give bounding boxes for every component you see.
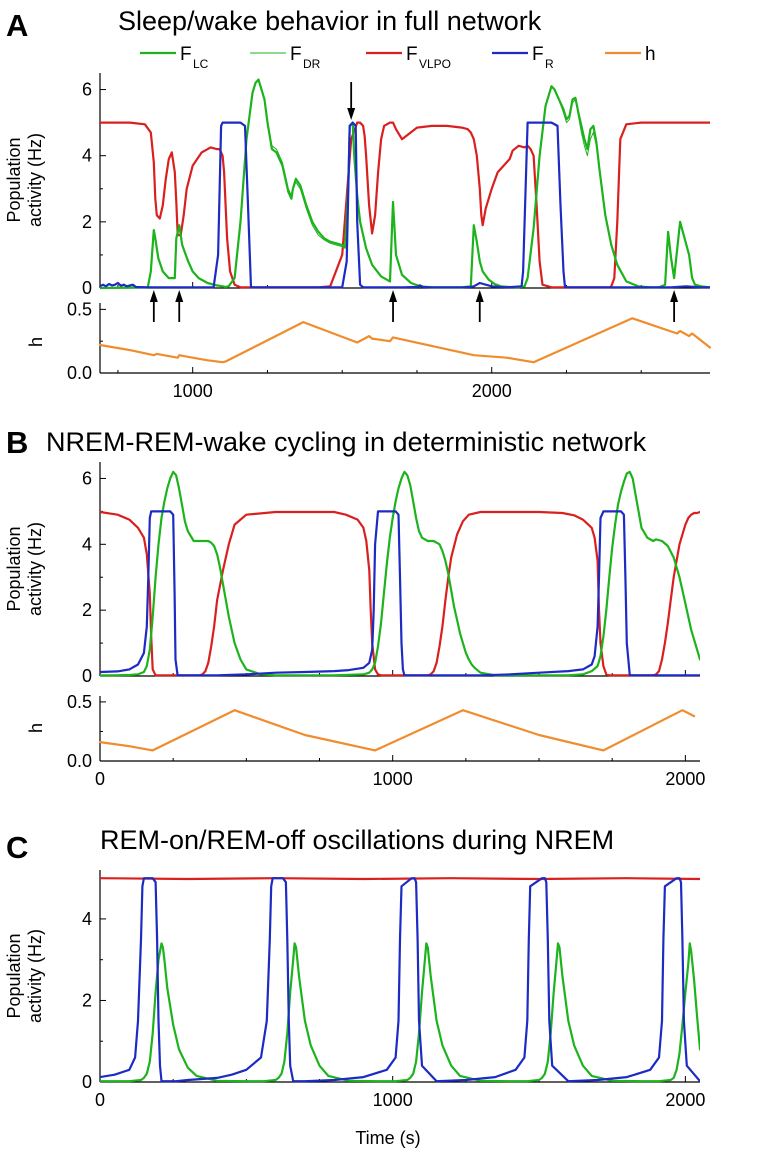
h-tick-label-b: 0.5 — [67, 692, 92, 712]
arrowhead-up — [670, 290, 679, 302]
series-f-r-c — [100, 877, 700, 1083]
panel-label-b: B — [6, 425, 28, 460]
h-tick-label-a: 0.0 — [67, 363, 92, 383]
y-tick-label-b: 6 — [82, 468, 92, 488]
panel-title-c: REM-on/REM-off oscillations during NREM — [100, 825, 614, 855]
y-tick-label-b: 4 — [82, 534, 92, 554]
y-tick-label-a: 0 — [82, 278, 92, 298]
legend-label-1: F — [290, 44, 302, 65]
legend-sublabel-2: VLPO — [419, 57, 451, 71]
arrowhead-up — [149, 290, 158, 302]
x-axis-label: Time (s) — [355, 1128, 420, 1148]
y-tick-label-a: 6 — [82, 80, 92, 100]
y-axis-label-line1: Population — [4, 526, 24, 611]
h-tick-label-a: 0.5 — [67, 299, 92, 319]
x-tick-label-b: 2000 — [665, 769, 705, 789]
x-tick-label-b: 1000 — [373, 769, 413, 789]
legend-sublabel-3: R — [545, 57, 554, 71]
x-tick-label-b: 0 — [95, 769, 105, 789]
y-axis-label-line1: Population — [4, 933, 24, 1018]
panel-label-c: C — [6, 830, 28, 865]
series-h-a — [98, 317, 712, 364]
series-f-dr-a — [100, 79, 710, 289]
y-tick-label-c: 2 — [82, 990, 92, 1010]
panel-title-b: NREM-REM-wake cycling in deterministic n… — [46, 427, 647, 457]
y-axis-label-c: Populationactivity (Hz) — [4, 929, 45, 1023]
y-axis-label-line1: Population — [4, 137, 24, 222]
legend-sublabel-0: LC — [193, 57, 209, 71]
y-axis-label-line2: activity (Hz) — [25, 133, 45, 227]
legend-label-4: h — [645, 44, 656, 65]
y-axis-label-a: Populationactivity (Hz) — [4, 133, 45, 227]
y-tick-label-a: 4 — [82, 146, 92, 166]
x-tick-label-c: 0 — [95, 1090, 105, 1110]
h-axis-label-a: h — [26, 337, 46, 347]
legend-label-2: F — [406, 44, 418, 65]
series-f-r-b — [100, 510, 700, 677]
y-tick-label-a: 2 — [82, 212, 92, 232]
series-f-vlpo-a — [100, 121, 710, 289]
x-tick-label-a: 1000 — [173, 381, 213, 401]
panel-title-a: Sleep/wake behavior in full network — [118, 6, 542, 36]
y-tick-label-b: 0 — [82, 666, 92, 686]
series-f-lc-b — [100, 470, 700, 677]
arrowhead-down — [347, 108, 356, 120]
y-tick-label-c: 0 — [82, 1072, 92, 1092]
series-f-r-a — [100, 121, 710, 289]
x-tick-label-c: 2000 — [665, 1090, 705, 1110]
h-tick-label-b: 0.0 — [67, 751, 92, 771]
legend-sublabel-1: DR — [303, 57, 321, 71]
y-axis-label-line2: activity (Hz) — [25, 522, 45, 616]
h-axis-label-b: h — [26, 723, 46, 733]
arrowhead-up — [475, 290, 484, 302]
y-tick-label-c: 4 — [82, 909, 92, 929]
x-tick-label-c: 1000 — [373, 1090, 413, 1110]
arrowhead-up — [175, 290, 184, 302]
legend-label-0: F — [180, 44, 192, 65]
legend-label-3: F — [532, 44, 544, 65]
arrowhead-up — [389, 290, 398, 302]
y-axis-label-line2: activity (Hz) — [25, 929, 45, 1023]
panel-label-a: A — [6, 8, 28, 43]
series-h-b — [98, 709, 696, 752]
y-axis-label-b: Populationactivity (Hz) — [4, 522, 45, 616]
x-tick-label-a: 2000 — [472, 381, 512, 401]
series-f-vlpo-c — [100, 877, 700, 881]
y-tick-label-b: 2 — [82, 600, 92, 620]
